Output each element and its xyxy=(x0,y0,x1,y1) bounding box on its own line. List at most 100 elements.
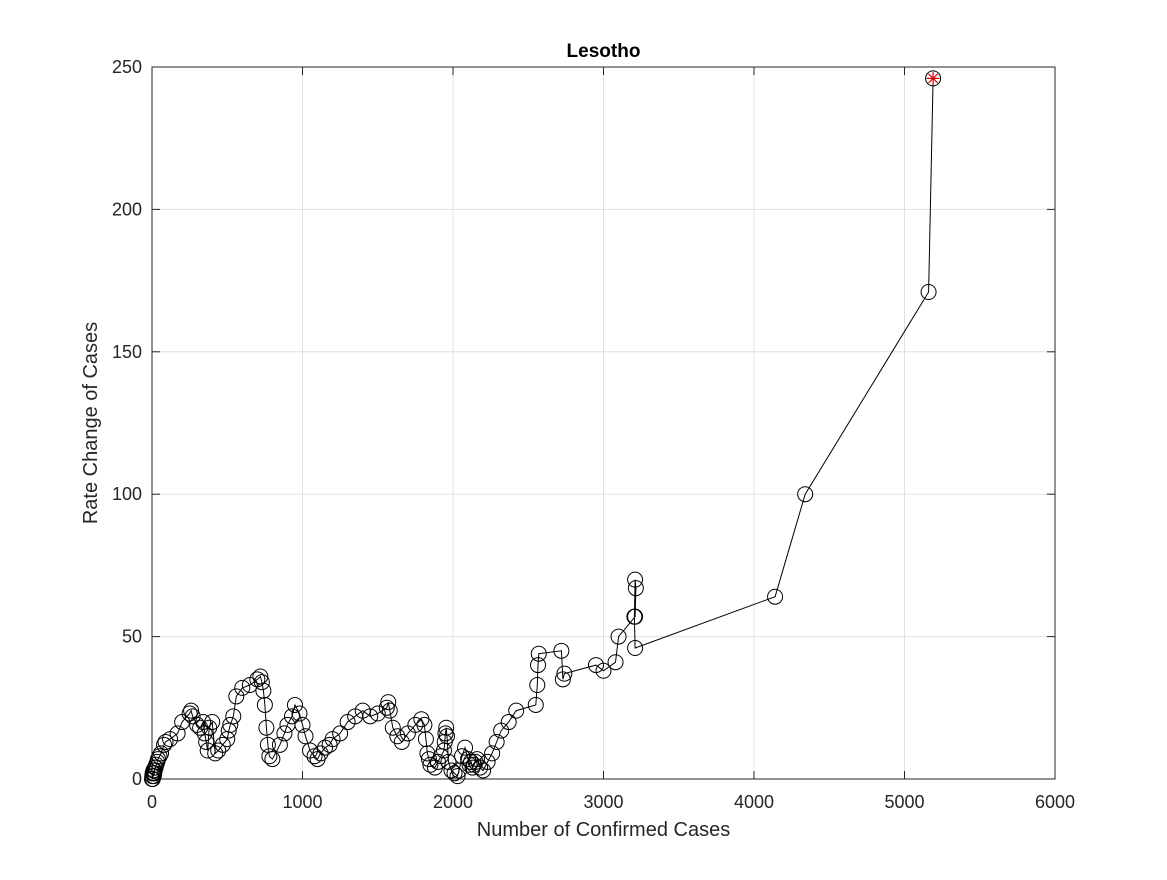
data-point xyxy=(407,716,424,733)
data-point xyxy=(210,742,227,759)
data-point xyxy=(627,580,644,597)
data-series xyxy=(144,70,942,787)
data-point xyxy=(199,742,216,759)
data-point xyxy=(500,714,517,731)
data-point xyxy=(234,679,251,696)
data-point xyxy=(553,642,570,659)
data-point xyxy=(627,639,644,656)
data-point xyxy=(157,733,174,750)
data-point xyxy=(416,716,433,733)
data-point xyxy=(169,725,186,742)
data-point xyxy=(225,708,242,725)
data-point xyxy=(184,708,201,725)
data-point xyxy=(256,696,273,713)
data-point xyxy=(156,736,173,753)
data-point xyxy=(261,748,278,765)
x-tick-label: 3000 xyxy=(583,792,623,812)
data-point xyxy=(258,719,275,736)
data-point xyxy=(527,696,544,713)
y-tick-label: 0 xyxy=(132,769,142,789)
x-tick-label: 4000 xyxy=(734,792,774,812)
data-point xyxy=(153,745,170,762)
grid xyxy=(151,66,1056,780)
data-point xyxy=(607,654,624,671)
data-point xyxy=(627,571,644,588)
data-point xyxy=(457,739,474,756)
data-point xyxy=(529,677,546,694)
plot-box xyxy=(151,66,1056,780)
data-point xyxy=(297,728,314,745)
x-tick-label: 2000 xyxy=(433,792,473,812)
data-point xyxy=(443,762,460,779)
data-point xyxy=(291,705,308,722)
data-point xyxy=(228,688,245,705)
data-point xyxy=(417,731,434,748)
data-point xyxy=(475,762,492,779)
chart-text: Lesotho Number of Confirmed Cases Rate C… xyxy=(80,41,730,841)
data-point xyxy=(508,702,525,719)
data-point xyxy=(488,733,505,750)
data-point xyxy=(460,751,477,768)
axes: 0 1000 2000 3000 4000 5000 6000 0 50 100 150 200 250 xyxy=(112,57,1075,812)
y-tick-label: 200 xyxy=(112,199,142,219)
data-point xyxy=(264,751,281,768)
asterisk-stroke xyxy=(928,73,939,84)
data-point xyxy=(925,70,942,87)
x-tick-label: 1000 xyxy=(282,792,322,812)
data-point xyxy=(446,765,463,782)
data-point xyxy=(797,486,814,503)
data-point xyxy=(196,725,213,742)
y-tick-label: 250 xyxy=(112,57,142,77)
x-tick-label: 0 xyxy=(147,792,157,812)
data-point xyxy=(151,748,168,765)
data-point xyxy=(255,682,272,699)
data-point xyxy=(920,283,937,300)
x-tick-label: 5000 xyxy=(884,792,924,812)
data-point xyxy=(195,714,212,731)
y-axis-label: Rate Change of Cases xyxy=(80,322,102,524)
data-point xyxy=(259,736,276,753)
data-point xyxy=(312,745,329,762)
data-point xyxy=(286,696,303,713)
data-point xyxy=(214,736,231,753)
data-point xyxy=(530,645,547,662)
data-point xyxy=(362,708,379,725)
data-point xyxy=(438,719,455,736)
data-point xyxy=(294,716,311,733)
data-point xyxy=(181,705,198,722)
data-point xyxy=(220,722,237,739)
data-point xyxy=(332,725,349,742)
chart-title: Lesotho xyxy=(567,41,641,62)
data-point xyxy=(420,751,437,768)
data-point xyxy=(283,708,300,725)
data-point xyxy=(253,674,270,691)
last-point-asterisk xyxy=(926,71,940,85)
x-tick-label: 6000 xyxy=(1035,792,1075,812)
y-tick-label: 150 xyxy=(112,342,142,362)
y-tick-label: 50 xyxy=(122,627,142,647)
x-axis-label: Number of Confirmed Cases xyxy=(477,819,730,841)
data-point xyxy=(378,699,395,716)
data-point xyxy=(222,716,239,733)
data-point xyxy=(610,628,627,645)
data-point xyxy=(449,768,466,785)
data-point xyxy=(384,719,401,736)
data-point xyxy=(422,756,439,773)
data-point xyxy=(479,753,496,770)
data-point xyxy=(393,733,410,750)
data-point xyxy=(183,702,200,719)
data-point xyxy=(380,694,397,711)
data-point xyxy=(369,705,386,722)
data-point xyxy=(381,702,398,719)
data-point xyxy=(556,665,573,682)
data-point xyxy=(554,671,571,688)
data-point xyxy=(204,714,221,731)
data-point xyxy=(419,745,436,762)
data-point xyxy=(276,725,293,742)
data-point xyxy=(484,745,501,762)
series-line xyxy=(151,78,934,780)
data-point xyxy=(595,662,612,679)
y-tick-label: 100 xyxy=(112,484,142,504)
